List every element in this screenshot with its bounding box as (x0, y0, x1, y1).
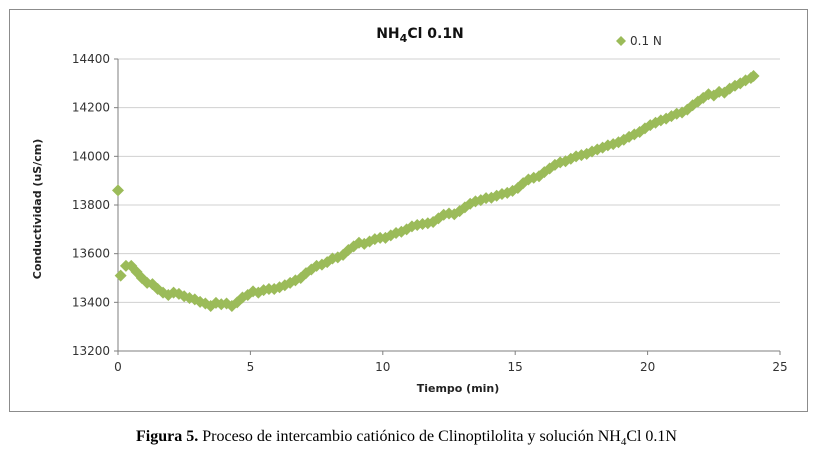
figure-caption: Figura 5. Proceso de intercambio catióni… (0, 428, 813, 448)
data-point (511, 181, 524, 194)
caption-text: Proceso de intercambio catiónico de Clin… (198, 428, 621, 445)
y-tick-label: 13400 (72, 295, 110, 309)
chart-title: NH4Cl 0.1N (376, 26, 464, 45)
legend-marker (616, 36, 626, 46)
data-points (112, 70, 760, 312)
y-axis-label: Conductividad (uS/cm) (31, 139, 44, 279)
data-point (257, 284, 270, 297)
x-tick-label: 15 (508, 360, 523, 374)
y-tick-label: 13800 (72, 198, 110, 212)
legend: 0.1 N (616, 34, 662, 48)
legend-label: 0.1 N (630, 34, 662, 48)
y-tick-label: 14400 (72, 52, 110, 66)
y-tick-label: 14000 (72, 149, 110, 163)
chart-svg: 13200 13400 13600 13800 14000 14200 14400 0 5 10 1… (31, 26, 788, 395)
caption-subscript: 4 (620, 436, 627, 449)
data-point (114, 269, 127, 282)
x-tick-label: 20 (640, 360, 655, 374)
axes: 13200 13400 13600 13800 14000 14200 14400 0 5 10 1… (72, 52, 788, 374)
data-point (747, 70, 760, 83)
y-tick-label: 13200 (72, 344, 110, 358)
grid-lines (118, 58, 780, 303)
x-axis-label: Tiempo (min) (417, 382, 500, 395)
chart-area: 13200 13400 13600 13800 14000 14200 14400 0 5 10 1… (9, 9, 808, 412)
x-tick-label: 10 (375, 360, 390, 374)
x-tick-label: 5 (247, 360, 255, 374)
x-tick-label: 0 (114, 360, 122, 374)
data-point (112, 184, 124, 197)
caption-text-end: Cl 0.1N (626, 428, 677, 445)
data-point (310, 259, 323, 272)
y-tick-label: 13600 (72, 247, 110, 261)
y-tick-label: 14200 (72, 101, 110, 115)
caption-label: Figura 5. (136, 428, 199, 445)
x-tick-label: 25 (772, 360, 787, 374)
